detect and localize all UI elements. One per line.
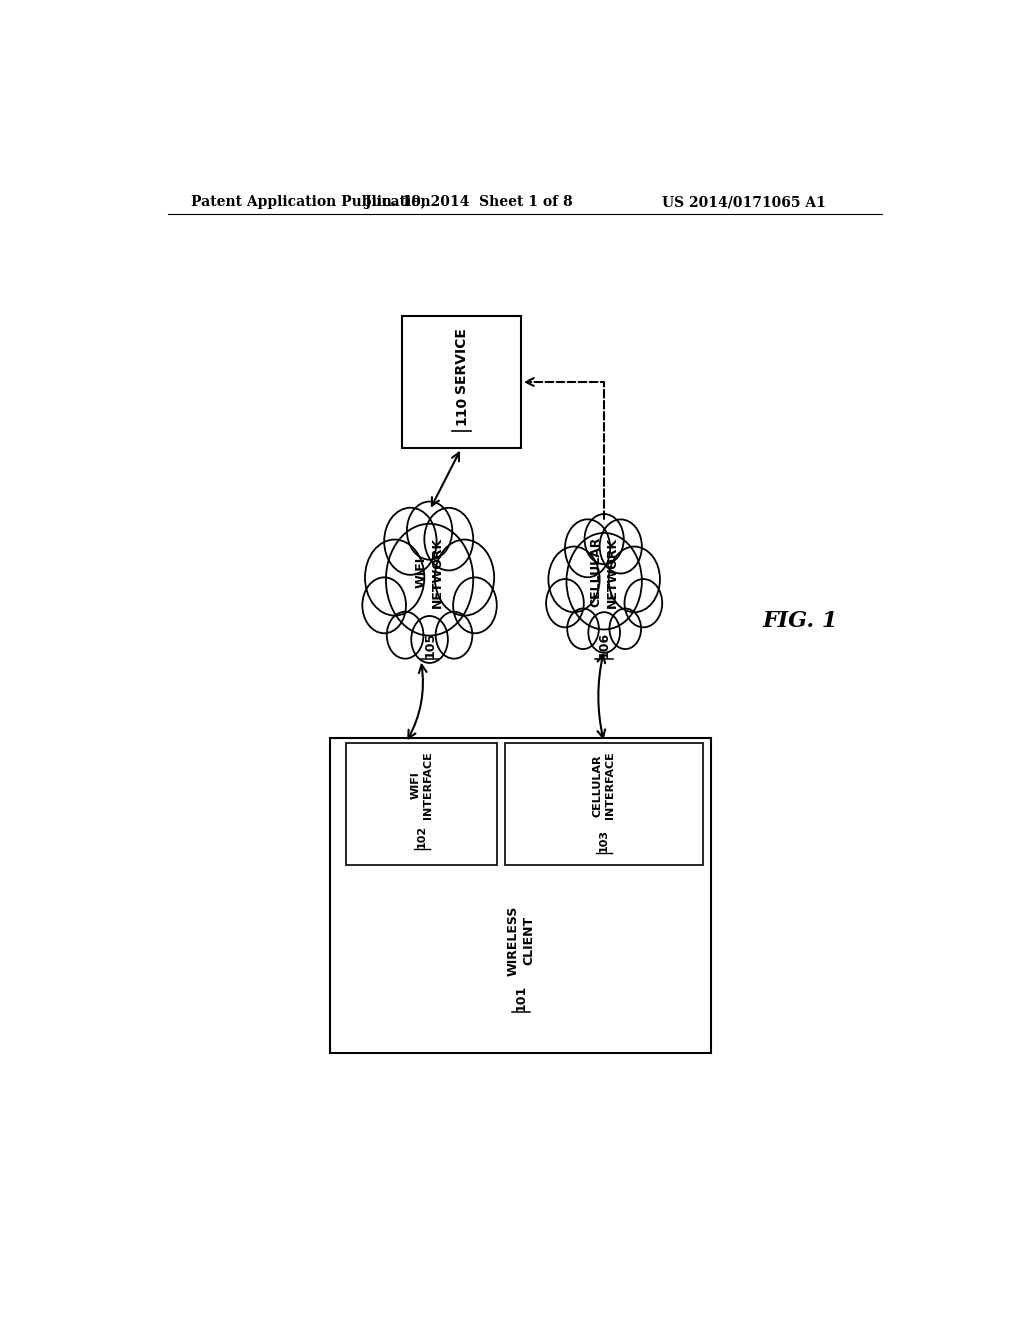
Text: CELLULAR
INTERFACE: CELLULAR INTERFACE: [593, 751, 615, 820]
Circle shape: [566, 533, 642, 630]
Circle shape: [454, 577, 497, 634]
Bar: [346, 743, 497, 865]
Text: 106: 106: [598, 632, 610, 659]
Circle shape: [567, 609, 599, 649]
Bar: [331, 738, 712, 1053]
Text: WIFI
INTERFACE: WIFI INTERFACE: [411, 751, 433, 820]
Text: Patent Application Publication: Patent Application Publication: [191, 195, 431, 209]
Circle shape: [386, 524, 473, 636]
Circle shape: [625, 579, 663, 627]
Circle shape: [600, 520, 642, 573]
Bar: [505, 743, 703, 865]
Text: US 2014/0171065 A1: US 2014/0171065 A1: [663, 195, 826, 209]
Text: 110: 110: [455, 396, 468, 425]
Circle shape: [546, 579, 584, 627]
Circle shape: [362, 577, 406, 634]
Circle shape: [565, 519, 610, 577]
Text: 103: 103: [599, 829, 609, 851]
Circle shape: [608, 546, 659, 612]
Circle shape: [424, 508, 473, 570]
Text: SERVICE: SERVICE: [455, 327, 468, 392]
Circle shape: [384, 508, 436, 574]
Circle shape: [435, 540, 495, 615]
Text: 101: 101: [514, 985, 527, 1011]
Text: 105: 105: [423, 632, 436, 659]
Text: WIRELESS
CLIENT: WIRELESS CLIENT: [506, 906, 536, 975]
Text: 102: 102: [417, 825, 427, 847]
Circle shape: [585, 513, 624, 564]
Text: CELLULAR
NETWORK: CELLULAR NETWORK: [590, 536, 618, 607]
Text: FIG. 1: FIG. 1: [763, 610, 839, 632]
Text: WIFI
NETWORK: WIFI NETWORK: [415, 536, 444, 607]
Circle shape: [365, 540, 424, 615]
Bar: [401, 315, 521, 447]
Circle shape: [407, 502, 453, 560]
Text: Jun. 19, 2014  Sheet 1 of 8: Jun. 19, 2014 Sheet 1 of 8: [366, 195, 573, 209]
Circle shape: [435, 611, 472, 659]
Circle shape: [549, 546, 600, 612]
Circle shape: [412, 616, 447, 663]
Circle shape: [609, 609, 641, 649]
Circle shape: [589, 612, 620, 652]
Circle shape: [387, 611, 424, 659]
